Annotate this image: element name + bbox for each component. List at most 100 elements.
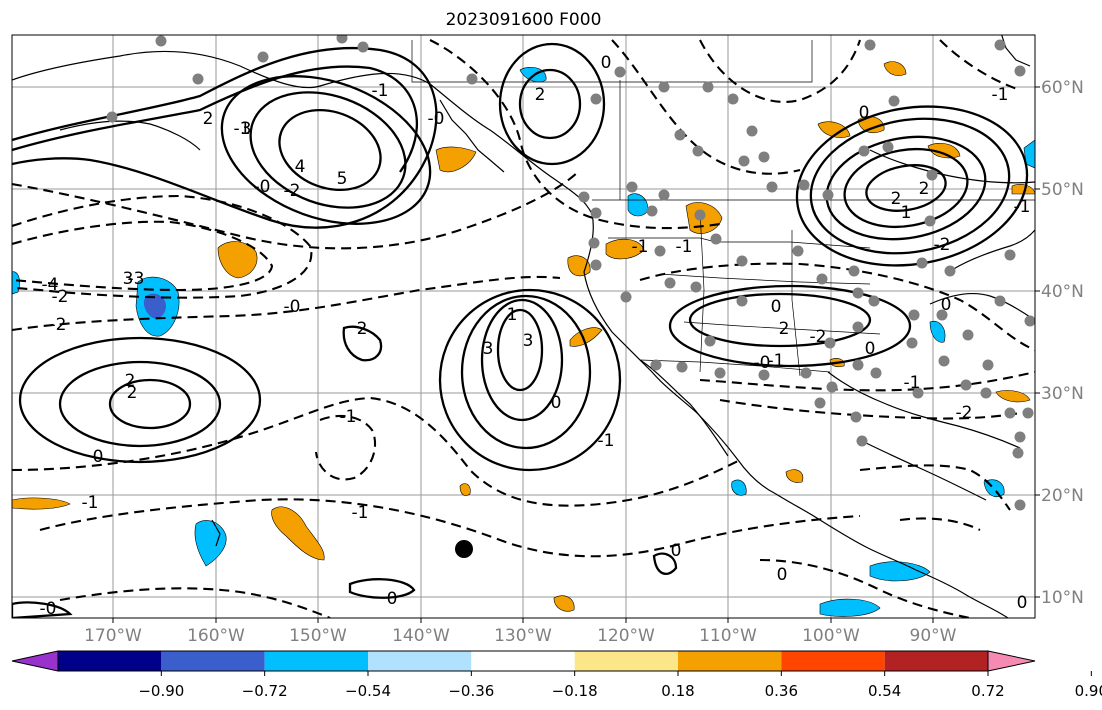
contour-value-label: 4 (295, 157, 306, 177)
positive-contour (18, 336, 262, 464)
negative-contour (59, 587, 331, 618)
station-dot (848, 265, 860, 277)
contour-value-label: -1 (234, 119, 251, 139)
station-dot (357, 41, 369, 53)
station-dot (908, 309, 920, 321)
positive-contour (498, 42, 606, 166)
positive-contour (865, 164, 947, 212)
contour-value-label: -0 (254, 177, 271, 197)
negative-contour (899, 517, 981, 531)
positive-contour (688, 292, 872, 348)
contour-value-label: 0 (601, 53, 612, 73)
colorbar-tick-label: 0.36 (765, 682, 798, 700)
station-dot (856, 435, 868, 447)
colorbar-segment (781, 651, 885, 671)
contour-value-label: -1 (992, 85, 1009, 105)
contour-value-label: -2 (52, 287, 69, 307)
negative-contour (12, 396, 741, 507)
station-dot (588, 237, 600, 249)
contour-value-label: 2 (891, 189, 902, 209)
lat-tick-label: 40°N (1041, 282, 1084, 302)
station-dot (960, 379, 972, 391)
negative-contours (12, 39, 1035, 618)
station-dot (1024, 315, 1035, 327)
station-dot (650, 359, 662, 371)
station-dot (590, 207, 602, 219)
station-dot (257, 51, 269, 63)
station-dot (736, 255, 748, 267)
blue-anomaly-patch (819, 598, 881, 617)
colorbar-extend-min (11, 650, 59, 672)
station-dot (664, 277, 676, 289)
contour-value-label: 1 (507, 305, 518, 325)
lon-tick-label: 120°W (597, 626, 655, 646)
station-dot (336, 35, 348, 44)
contour-value-label: 3 (123, 269, 134, 289)
colorbar-extend-max (987, 650, 1036, 672)
lon-tick-label: 140°W (392, 626, 450, 646)
station-dot (824, 337, 836, 349)
contour-value-label: -1 (904, 373, 921, 393)
station-dot (736, 295, 748, 307)
station-dot (746, 125, 758, 137)
station-dot (792, 245, 804, 257)
lon-tick-label: 130°W (494, 626, 552, 646)
height-contours (12, 42, 1029, 618)
positive-contour (58, 360, 222, 448)
station-dot (758, 151, 770, 163)
positive-contour (652, 552, 678, 576)
contour-value-label: -2 (284, 181, 301, 201)
colorbar-tick-label: 0.54 (868, 682, 901, 700)
station-dot (654, 245, 666, 257)
contour-value-label: 0 (387, 589, 398, 609)
lon-tick-label: 90°W (910, 626, 957, 646)
dark-blue-anomaly-patch (143, 293, 166, 319)
station-dot (578, 191, 590, 203)
colorbar-tick-label: 0.90 (1075, 682, 1102, 700)
contour-value-label: 5 (337, 169, 348, 189)
orange-anomaly-patch (12, 497, 71, 510)
contour-value-label: 2 (203, 109, 214, 129)
negative-contour (859, 464, 1011, 511)
contour-value-label: -0 (284, 297, 301, 317)
station-dot (798, 179, 810, 191)
positive-contour (668, 284, 912, 368)
station-dot (620, 291, 632, 303)
lon-tick-label: 170°W (84, 626, 142, 646)
station-dot (852, 287, 864, 299)
colorbar-segment (58, 651, 162, 671)
graticule (12, 35, 1035, 618)
colorbar-tick-label: −0.54 (345, 682, 391, 700)
positive-contour (809, 117, 1011, 255)
station-dot (924, 215, 936, 227)
negative-contour (39, 498, 861, 558)
station-dot (936, 309, 948, 321)
station-dot (912, 387, 924, 399)
station-dot (800, 367, 812, 379)
station-dot (590, 259, 602, 271)
negative-contour (12, 169, 581, 250)
contour-value-label: 2 (127, 383, 138, 403)
station-dot (1014, 431, 1026, 443)
negative-contour (12, 275, 561, 332)
orange-anomaly-patch (435, 146, 477, 172)
station-dot (692, 145, 704, 157)
lon-tick-label: 150°W (289, 626, 347, 646)
station-dot (858, 145, 870, 157)
station-dot (727, 93, 739, 105)
station-dot (816, 273, 828, 285)
contour-value-label: 3 (523, 331, 534, 351)
orange-anomaly-patch (605, 238, 645, 260)
colorbar-segment (471, 651, 575, 671)
station-dot (758, 369, 770, 381)
station-dot (1004, 407, 1016, 419)
contour-value-label: 0 (1017, 593, 1028, 613)
station-dot (926, 169, 938, 181)
orange-anomaly-patch (217, 241, 258, 279)
station-dot (814, 397, 826, 409)
station-dot (1014, 499, 1026, 511)
station-dot (694, 209, 706, 221)
station-dot (994, 295, 1006, 307)
contour-value-label: 2 (357, 319, 368, 339)
lon-tick-label: 100°W (802, 626, 860, 646)
